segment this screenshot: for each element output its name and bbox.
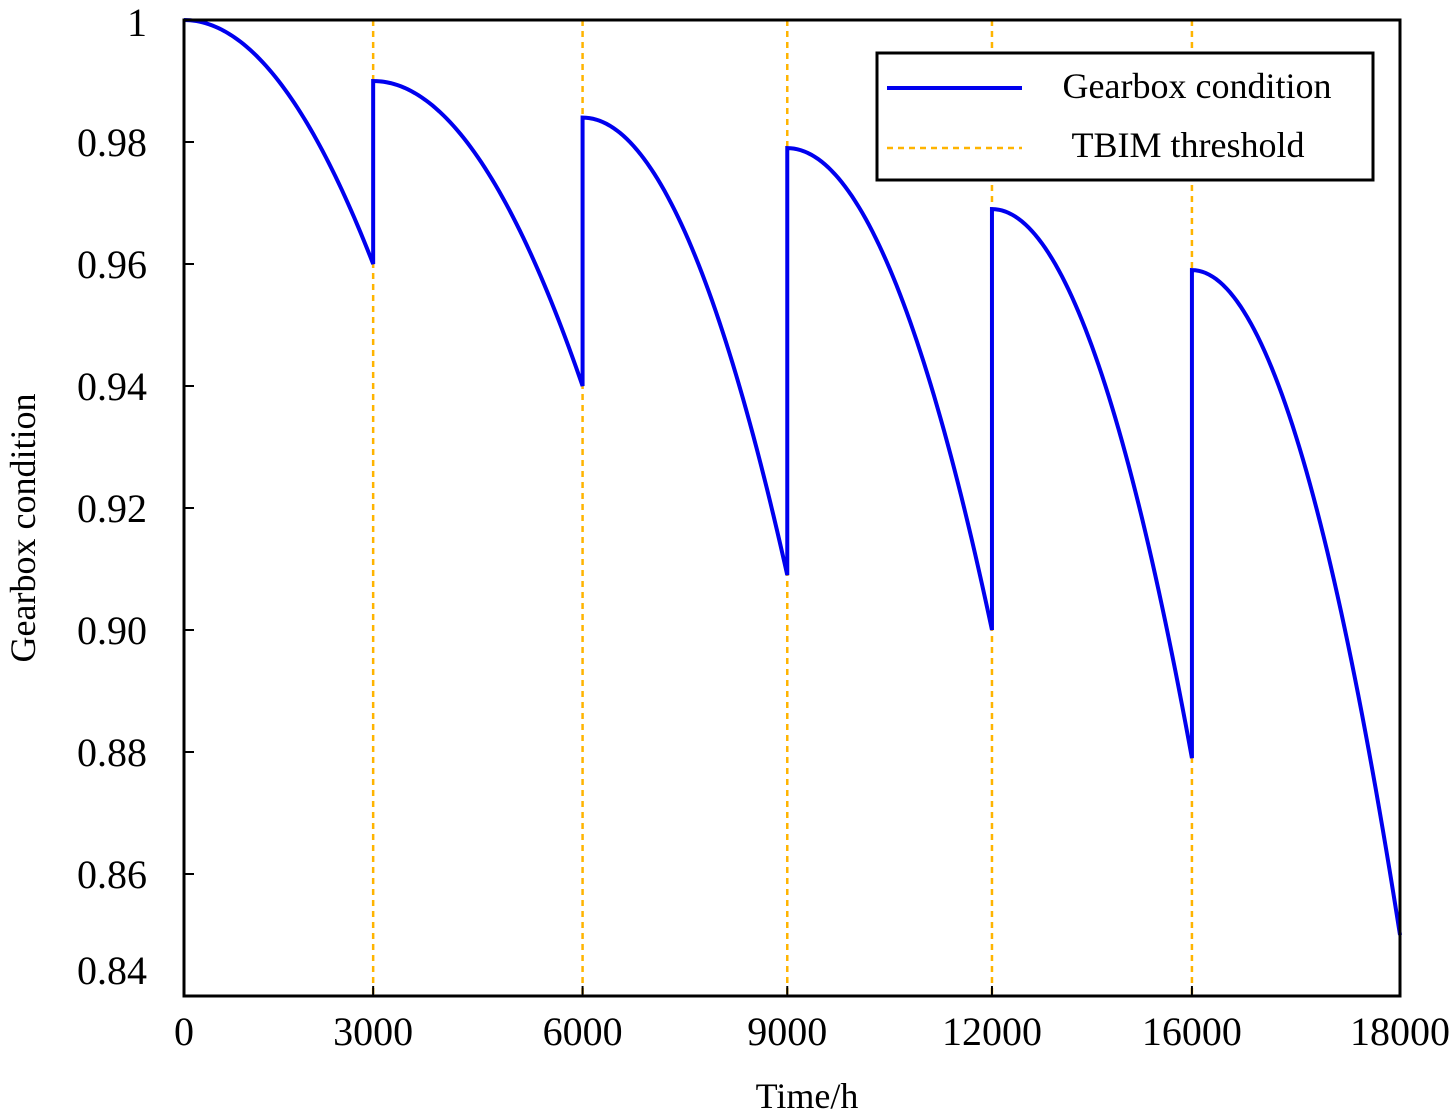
y-tick-label: 0.86 (77, 852, 147, 897)
y-tick-label: 0.90 (77, 608, 147, 653)
legend-label-gearbox-condition: Gearbox condition (1063, 66, 1332, 106)
x-tick-label: 12000 (942, 1009, 1042, 1054)
y-tick-label: 0.96 (77, 242, 147, 287)
y-tick-label: 0.88 (77, 730, 147, 775)
y-tick-label: 1 (127, 0, 147, 45)
x-tick-label: 3000 (333, 1009, 413, 1054)
legend: Gearbox condition TBIM threshold (875, 51, 1375, 182)
legend-label-tbim-threshold: TBIM threshold (1072, 125, 1305, 165)
x-tick-label: 6000 (543, 1009, 623, 1054)
x-axis-label: Time/h (756, 1076, 859, 1116)
x-tick-label: 16000 (1142, 1009, 1242, 1054)
series-lines (183, 18, 1402, 936)
x-tick-label: 18000 (1350, 1009, 1450, 1054)
y-tick-label: 0.84 (77, 948, 147, 993)
legend-box (875, 51, 1375, 182)
x-tick-label: 0 (174, 1009, 194, 1054)
y-tick-label: 0.92 (77, 486, 147, 531)
y-tick-label: 0.94 (77, 364, 147, 409)
x-tick-label: 9000 (747, 1009, 827, 1054)
y-tick-label: 0.98 (77, 120, 147, 165)
y-axis-label: Gearbox condition (3, 394, 43, 663)
series-gearbox-condition (183, 18, 1402, 936)
axis-ticks: 0 3000 6000 9000 12000 16000 18000 1 0.98 0.96 0.9… (77, 0, 1450, 1054)
